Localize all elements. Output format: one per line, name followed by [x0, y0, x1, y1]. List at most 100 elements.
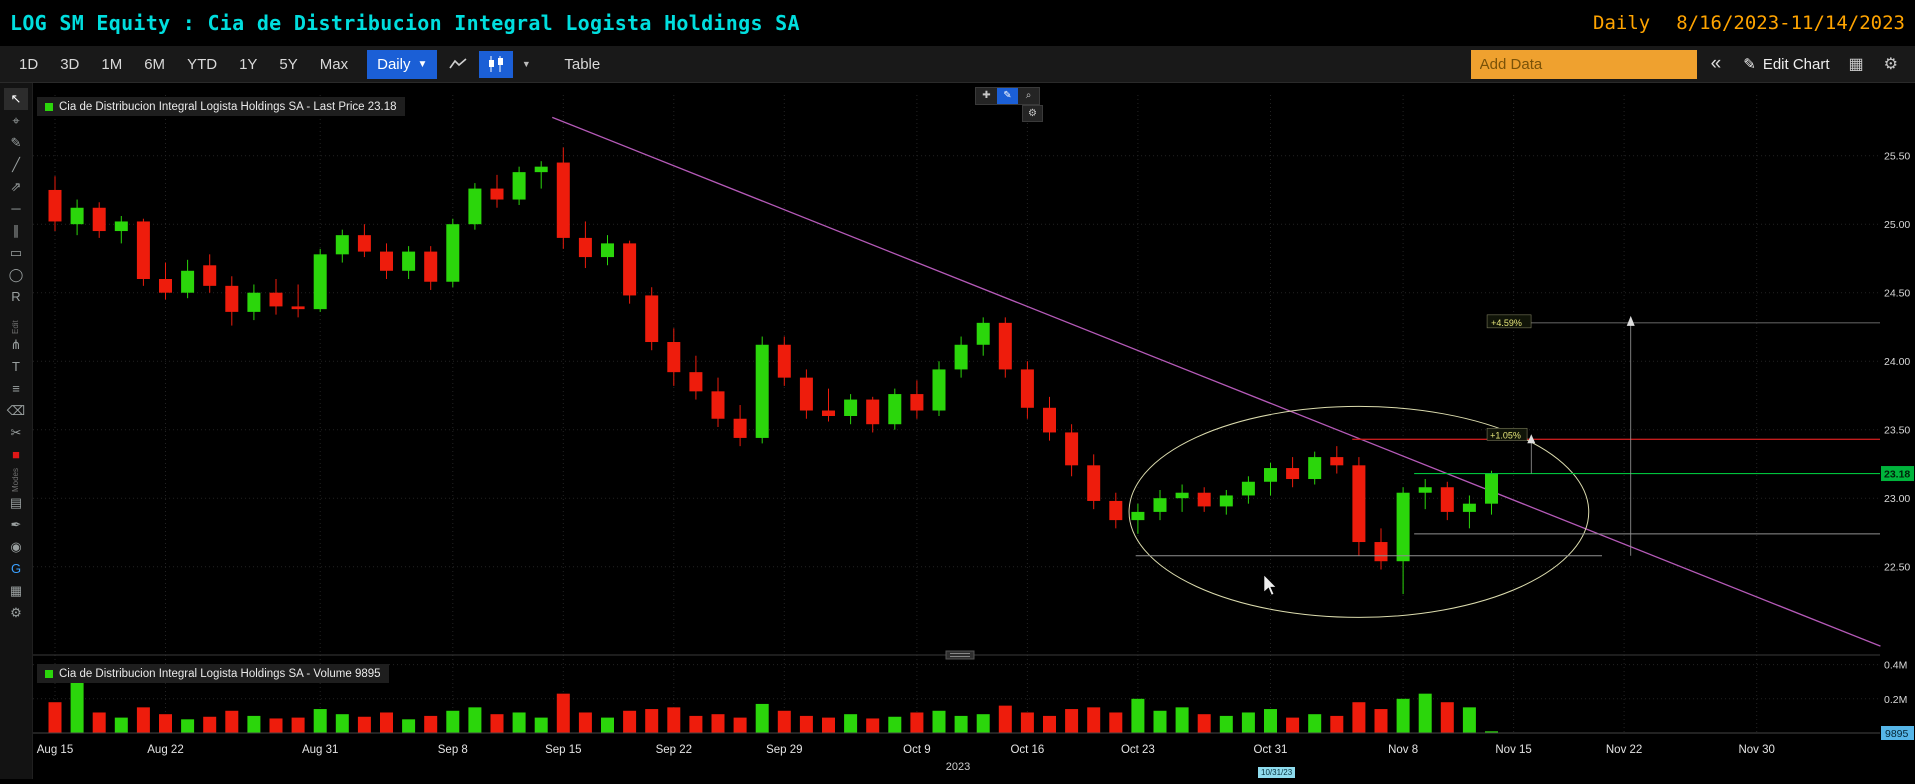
year-label: 2023 [946, 761, 970, 773]
volume-legend[interactable]: Cia de Distribucion Integral Logista Hol… [37, 664, 389, 683]
price-axis[interactable]: 25.50 25.00 24.50 24.00 23.50 23.00 22.50 23.18 [1881, 151, 1914, 574]
annotation-settings-gear-icon[interactable]: ⚙ [1022, 105, 1043, 122]
tool-section-label: Edit [11, 320, 20, 334]
svg-text:Nov 8: Nov 8 [1388, 744, 1418, 756]
svg-text:Sep 8: Sep 8 [438, 744, 468, 756]
svg-text:+1.05%: +1.05% [1490, 430, 1521, 440]
candlestick-chart-type-button[interactable] [479, 50, 514, 78]
tool-text-icon[interactable]: T [12, 359, 20, 374]
annotation-mini-toolbar: ✚ ✎ ⌕ [975, 87, 1040, 105]
pane-drag-handle[interactable] [945, 650, 975, 660]
svg-text:Nov 30: Nov 30 [1738, 744, 1774, 756]
tool-magnet-icon[interactable]: ◉ [10, 539, 22, 554]
svg-text:24.50: 24.50 [1884, 288, 1910, 300]
svg-text:Oct 31: Oct 31 [1254, 744, 1288, 756]
tool-ray-icon[interactable]: ⇗ [10, 179, 22, 194]
range-button-1m[interactable]: 1M [101, 55, 123, 73]
range-button-6m[interactable]: 6M [144, 55, 166, 73]
svg-text:Nov 15: Nov 15 [1495, 744, 1531, 756]
tool-delete-icon[interactable]: ✂ [10, 425, 22, 440]
svg-text:Sep 15: Sep 15 [545, 744, 581, 756]
range-button-5y[interactable]: 5Y [279, 55, 298, 73]
svg-text:23.00: 23.00 [1884, 493, 1910, 505]
line-chart-icon [449, 58, 467, 69]
svg-text:+4.59%: +4.59% [1491, 318, 1522, 328]
series-swatch-icon [45, 102, 53, 111]
edit-chart-button[interactable]: ✎ Edit Chart [1735, 55, 1837, 74]
edit-chart-label: Edit Chart [1762, 55, 1830, 73]
ellipse-annotation[interactable] [1128, 405, 1590, 618]
svg-text:Sep 29: Sep 29 [766, 744, 802, 756]
svg-text:0.2M: 0.2M [1884, 694, 1907, 706]
title-bar: LOG SM Equity : Cia de Distribucion Inte… [0, 0, 1915, 46]
svg-text:Oct 23: Oct 23 [1121, 744, 1155, 756]
tool-retracement-icon[interactable]: R [11, 289, 21, 304]
volume-legend-label: Cia de Distribucion Integral Logista Hol… [59, 667, 381, 680]
svg-text:23.18: 23.18 [1884, 469, 1910, 481]
tool-globe-icon[interactable]: G [10, 561, 22, 576]
svg-text:Aug 31: Aug 31 [302, 744, 338, 756]
tool-pencil-icon[interactable]: ✎ [10, 135, 22, 150]
drawing-tools-sidebar: ↖ ⌖ ✎ ╱ ⇗ ─ ∥ ▭ ◯ R Edit ⋔ T ≡ ⌫ ✂ ■ Modes ▤ ✒ ◉ G ▦ ⚙ [0, 83, 33, 779]
price-legend-label: Cia de Distribucion Integral Logista Hol… [59, 100, 397, 113]
svg-text:25.50: 25.50 [1884, 151, 1910, 163]
annotate-tool-icon[interactable]: ✎ [997, 88, 1018, 104]
tool-eraser-icon[interactable]: ⌫ [6, 403, 26, 418]
tool-settings-icon[interactable]: ⚙ [10, 605, 22, 620]
period-dropdown[interactable]: Daily ▼ [367, 49, 438, 79]
tool-rectangle-icon[interactable]: ▭ [9, 245, 23, 260]
tool-cursor-icon[interactable]: ↖ [4, 88, 28, 110]
move-tool-icon[interactable]: ✚ [982, 90, 991, 101]
tool-style-icon[interactable]: ▤ [9, 495, 23, 510]
panes-grid-icon[interactable]: ▦ [1848, 56, 1864, 73]
range-button-ytd[interactable]: YTD [187, 55, 218, 73]
header-range: Daily 8/16/2023-11/14/2023 [1593, 12, 1905, 34]
add-data-input[interactable] [1470, 49, 1697, 79]
svg-text:0.4M: 0.4M [1884, 660, 1907, 672]
svg-text:9895: 9895 [1885, 728, 1909, 740]
selected-date-badge: 10/31/23 [1258, 767, 1296, 778]
measure-annotations[interactable]: +4.59% +1.05% [1486, 314, 1880, 556]
volume-axis[interactable]: 0.4M 0.2M 9895 [1881, 660, 1914, 740]
horizontal-line-annotations[interactable] [1135, 438, 1880, 557]
svg-text:Oct 9: Oct 9 [903, 744, 930, 756]
tool-channel-icon[interactable]: ∥ [12, 223, 20, 238]
range-button-3d[interactable]: 3D [60, 55, 80, 73]
series-swatch-icon [45, 669, 53, 678]
tool-trendline-icon[interactable]: ╱ [12, 157, 20, 172]
chevron-down-icon: ▼ [521, 59, 531, 69]
settings-gear-icon[interactable]: ⚙ [1883, 56, 1898, 73]
tool-pitchfork-icon[interactable]: ⋔ [10, 337, 22, 352]
tool-layers-icon[interactable]: ▦ [9, 583, 23, 598]
price-legend[interactable]: Cia de Distribucion Integral Logista Hol… [37, 97, 405, 116]
range-button-max[interactable]: Max [319, 55, 349, 73]
range-button-1y[interactable]: 1Y [239, 55, 258, 73]
page-title: LOG SM Equity : Cia de Distribucion Inte… [10, 11, 800, 35]
tool-horizontal-line-icon[interactable]: ─ [11, 201, 21, 216]
zoom-tool-icon[interactable]: ⌕ [1025, 90, 1032, 101]
tool-color-swatch-icon[interactable]: ■ [12, 447, 20, 462]
candlestick-series [48, 147, 1498, 595]
range-button-group: 1D 3D 1M 6M YTD 1Y 5Y Max [8, 50, 359, 79]
svg-text:Aug 15: Aug 15 [37, 744, 73, 756]
collapse-panel-button[interactable]: « [1710, 53, 1722, 74]
line-chart-type-button[interactable] [441, 51, 475, 78]
period-dropdown-label: Daily [377, 55, 411, 73]
chart-type-more-button[interactable]: ▼ [515, 51, 537, 78]
mouse-cursor [1263, 574, 1277, 596]
last-volume-badge [1881, 726, 1914, 740]
tool-levels-icon[interactable]: ≡ [12, 381, 20, 396]
trendline-annotation[interactable] [552, 116, 1881, 647]
range-button-1d[interactable]: 1D [19, 55, 39, 73]
tool-crosshair-icon[interactable]: ⌖ [12, 113, 20, 128]
date-axis[interactable]: Aug 15 Aug 22 Aug 31 Sep 8 Sep 15 Sep 22 Sep 2… [37, 744, 1775, 773]
tool-ellipse-icon[interactable]: ◯ [8, 267, 24, 282]
tool-pen-icon[interactable]: ✒ [10, 517, 22, 532]
svg-text:23.50: 23.50 [1884, 425, 1910, 437]
volume-series [48, 664, 1498, 733]
svg-text:Oct 16: Oct 16 [1010, 744, 1044, 756]
table-button[interactable]: Table [564, 55, 601, 73]
chart-toolbar: 1D 3D 1M 6M YTD 1Y 5Y Max Daily ▼ ▼ Table « ✎ E… [0, 46, 1915, 83]
